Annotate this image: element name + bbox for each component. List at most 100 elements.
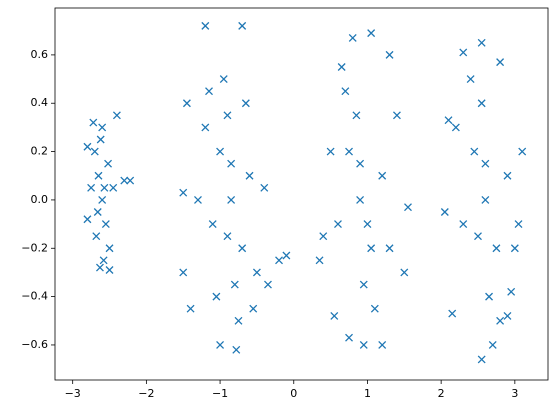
point <box>488 340 497 349</box>
point <box>507 287 516 296</box>
point <box>348 34 357 42</box>
y-tick-label: 0.0 <box>31 193 49 206</box>
point <box>326 147 335 156</box>
point <box>179 188 188 197</box>
point <box>100 183 109 192</box>
y-tick-label: −0.4 <box>21 290 48 303</box>
point <box>352 111 361 120</box>
point <box>315 256 324 265</box>
x-tick-label: −3 <box>65 387 81 400</box>
point <box>230 280 239 289</box>
point <box>400 268 409 277</box>
point <box>385 244 394 253</box>
point <box>105 244 114 253</box>
point <box>485 292 494 301</box>
point <box>378 340 387 349</box>
point <box>359 340 368 349</box>
point <box>89 118 98 127</box>
point <box>444 116 453 125</box>
point <box>101 220 110 229</box>
point <box>219 75 228 84</box>
point <box>99 256 108 265</box>
point <box>201 123 210 132</box>
point <box>330 311 339 320</box>
point <box>477 99 486 108</box>
point <box>481 159 490 168</box>
point <box>459 220 468 229</box>
point <box>126 176 135 185</box>
point <box>87 183 96 192</box>
point <box>182 99 191 108</box>
point <box>341 87 350 96</box>
point <box>503 311 512 320</box>
point <box>356 159 365 168</box>
point <box>93 208 102 216</box>
point <box>334 220 342 229</box>
y-tick-label: −0.2 <box>21 241 48 254</box>
point <box>370 304 379 313</box>
point <box>337 63 346 71</box>
point <box>205 87 213 96</box>
point <box>216 147 225 156</box>
point <box>223 111 232 120</box>
point <box>227 195 236 204</box>
point <box>104 159 113 168</box>
y-tick-label: 0.6 <box>31 48 49 61</box>
point <box>385 50 394 59</box>
point <box>83 142 92 151</box>
point <box>212 292 221 301</box>
point <box>510 244 519 253</box>
point <box>90 147 99 156</box>
point <box>186 304 195 313</box>
point <box>345 147 353 156</box>
point <box>451 123 460 132</box>
x-tick-label: 1 <box>364 387 371 400</box>
point <box>514 220 523 229</box>
point <box>496 58 505 67</box>
point <box>440 208 449 216</box>
point <box>282 251 291 260</box>
point <box>367 29 376 38</box>
point <box>241 99 250 108</box>
point <box>492 244 501 253</box>
x-tick-label: 2 <box>438 387 445 400</box>
point <box>477 38 486 47</box>
point <box>481 195 490 204</box>
point <box>179 268 188 277</box>
point <box>208 220 217 229</box>
point <box>264 280 272 289</box>
point <box>448 309 457 318</box>
point <box>367 244 376 253</box>
point <box>83 215 92 224</box>
x-tick-label: −1 <box>212 387 228 400</box>
point <box>477 355 486 364</box>
point <box>92 232 101 241</box>
point <box>249 304 258 313</box>
point <box>466 75 475 84</box>
point <box>232 345 241 354</box>
x-tick-label: 3 <box>511 387 518 400</box>
y-tick-label: 0.4 <box>31 96 49 109</box>
axes-frame <box>54 7 549 381</box>
point <box>112 111 121 120</box>
point <box>404 203 412 212</box>
point <box>474 232 482 241</box>
point <box>319 232 328 241</box>
point <box>98 123 107 132</box>
y-tick-label: 0.2 <box>31 145 49 158</box>
point <box>345 333 353 342</box>
point <box>392 111 401 120</box>
point <box>238 244 247 253</box>
point <box>356 195 365 204</box>
point <box>470 147 479 156</box>
point <box>194 195 202 204</box>
point <box>96 135 105 144</box>
point <box>95 263 104 272</box>
point <box>105 266 114 274</box>
point <box>503 171 512 180</box>
point <box>201 21 210 30</box>
point <box>245 171 254 180</box>
point <box>275 256 283 265</box>
point <box>109 183 118 192</box>
